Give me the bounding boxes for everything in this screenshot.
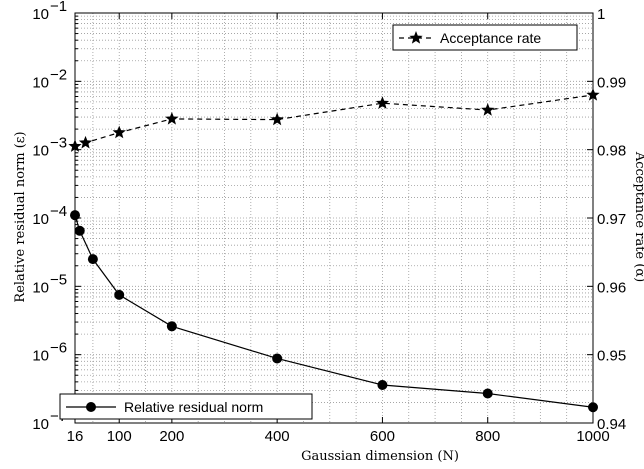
y-tick-label-left-exponent: −2: [50, 66, 67, 83]
legend-label-relative-residual-norm: Relative residual norm: [124, 399, 263, 415]
y-tick-label-left: 10: [32, 279, 49, 296]
x-tick-label: 400: [265, 428, 290, 445]
y-tick-label-left: 10: [32, 211, 49, 228]
legend-acceptance-rate: Acceptance rate: [392, 24, 578, 51]
legend-label-acceptance-rate: Acceptance rate: [440, 30, 541, 46]
y-tick-label-right: 1: [597, 6, 605, 23]
data-point-relative-residual-norm: [114, 289, 125, 300]
x-tick-label: 200: [159, 428, 184, 445]
x-tick-label: 1000: [576, 428, 609, 445]
legend-relative-residual-norm: Relative residual norm: [59, 393, 313, 420]
x-tick-label: 16: [67, 428, 84, 445]
y-tick-label-left: 10: [32, 348, 49, 365]
data-point-relative-residual-norm: [588, 402, 598, 413]
y-tick-label-right: 0.94: [597, 416, 626, 433]
y-tick-label-left: 10: [32, 416, 49, 433]
y-tick-label-right: 0.99: [597, 74, 626, 91]
data-point-acceptance-rate: [375, 96, 390, 109]
data-point-acceptance-rate: [112, 125, 126, 139]
x-tick-label: 800: [475, 428, 500, 445]
data-point-relative-residual-norm: [74, 225, 85, 236]
y-tick-label-left: 10: [32, 74, 49, 91]
y-tick-label-left-exponent: −1: [50, 0, 67, 15]
legend-star-marker: [409, 31, 423, 44]
y-tick-label-right: 0.96: [597, 279, 626, 296]
grid: [75, 13, 593, 423]
data-point-acceptance-rate: [78, 135, 93, 149]
x-axis-label: Gaussian dimension (N): [301, 449, 459, 464]
y-tick-label-left: 10: [32, 143, 49, 160]
data-point-acceptance-rate: [68, 139, 82, 152]
x-tick-label: 600: [370, 428, 395, 445]
x-tick-label: 100: [107, 428, 132, 445]
y-tick-label-left: 10: [32, 6, 49, 23]
data-point-acceptance-rate: [270, 112, 284, 126]
y-tick-label-right: 0.98: [597, 143, 626, 160]
data-point-relative-residual-norm: [70, 210, 80, 221]
data-point-acceptance-rate: [481, 103, 495, 116]
y-tick-label-left-exponent: −6: [50, 340, 67, 357]
data-point-relative-residual-norm: [272, 353, 283, 364]
y-axis-label-left: Relative residual norm (ε): [13, 131, 28, 302]
series-layer: [68, 88, 600, 413]
y-tick-label-left-exponent: −3: [50, 135, 67, 152]
data-point-acceptance-rate: [165, 111, 179, 125]
data-point-relative-residual-norm: [377, 379, 388, 390]
y-tick-label-right: 0.97: [597, 211, 626, 228]
data-point-relative-residual-norm: [87, 254, 98, 265]
y-tick-label-right: 0.95: [597, 348, 626, 365]
data-point-relative-residual-norm: [166, 321, 177, 332]
series-line-relative-residual-norm: [74, 214, 594, 408]
series-line-acceptance-rate: [74, 94, 594, 147]
data-point-acceptance-rate: [586, 88, 600, 101]
legend-circle-marker: [86, 402, 96, 412]
data-point-relative-residual-norm: [482, 388, 493, 399]
y-tick-label-left-exponent: −5: [50, 271, 67, 288]
y-axis-label-right: Acceptance rate (α): [632, 151, 644, 282]
y-tick-label-left-exponent: −4: [50, 203, 67, 220]
